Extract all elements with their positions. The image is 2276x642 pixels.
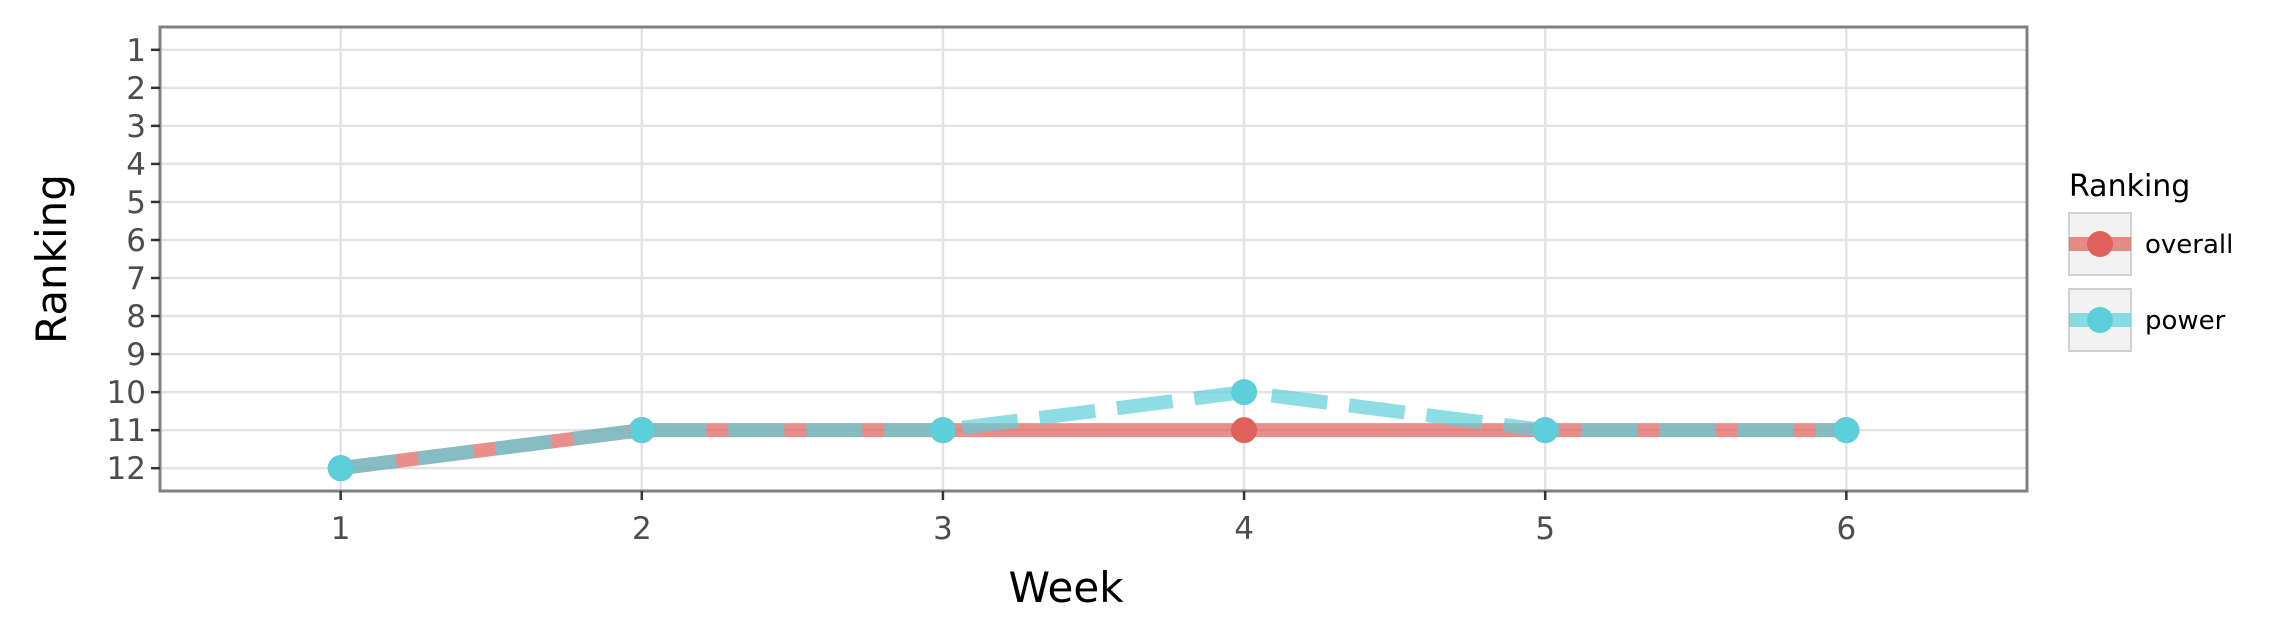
legend: Ranking overall power — [2068, 169, 2233, 352]
y-tick-label: 2 — [126, 71, 146, 107]
y-tick-label: 6 — [126, 223, 146, 259]
x-tick-label: 1 — [331, 511, 351, 547]
y-tick-label: 4 — [126, 147, 146, 183]
legend-title: Ranking — [2069, 169, 2190, 204]
legend-item-power: power — [2068, 288, 2226, 352]
data-point-power — [1833, 417, 1860, 444]
y-tick-label: 12 — [107, 451, 146, 487]
series-lines — [339, 385, 1847, 476]
data-point-power — [1231, 379, 1258, 406]
data-points — [327, 379, 1860, 482]
legend-key-point — [2087, 307, 2113, 333]
data-point-power — [628, 417, 655, 444]
y-tick-label: 8 — [126, 299, 146, 335]
data-point-power — [327, 455, 354, 482]
y-tick-label: 5 — [126, 185, 146, 221]
x-tick-label: 2 — [632, 511, 652, 547]
y-tick-label: 10 — [107, 375, 146, 411]
legend-item-overall: overall — [2068, 212, 2233, 276]
y-axis-title: Ranking — [27, 174, 76, 344]
data-point-overall — [1231, 417, 1258, 444]
y-tick-label: 1 — [126, 33, 146, 69]
x-tick-label: 6 — [1836, 511, 1856, 547]
series-line-power — [339, 385, 1847, 476]
y-tick-label: 11 — [107, 413, 146, 449]
data-point-power — [1532, 417, 1559, 444]
x-tick-label: 5 — [1535, 511, 1555, 547]
y-tick-label: 3 — [126, 109, 146, 145]
y-tick-label: 9 — [126, 337, 146, 373]
legend-label: power — [2145, 306, 2226, 336]
x-tick-label: 3 — [933, 511, 953, 547]
plot-panel-border — [158, 25, 2029, 493]
legend-key-point — [2087, 231, 2113, 257]
x-axis-ticks: 1 2 3 4 5 6 — [331, 491, 1856, 547]
x-axis-title: Week — [1008, 563, 1124, 612]
data-point-power — [929, 417, 956, 444]
x-tick-label: 4 — [1234, 511, 1254, 547]
legend-label: overall — [2145, 230, 2233, 260]
y-tick-label: 7 — [126, 261, 146, 297]
